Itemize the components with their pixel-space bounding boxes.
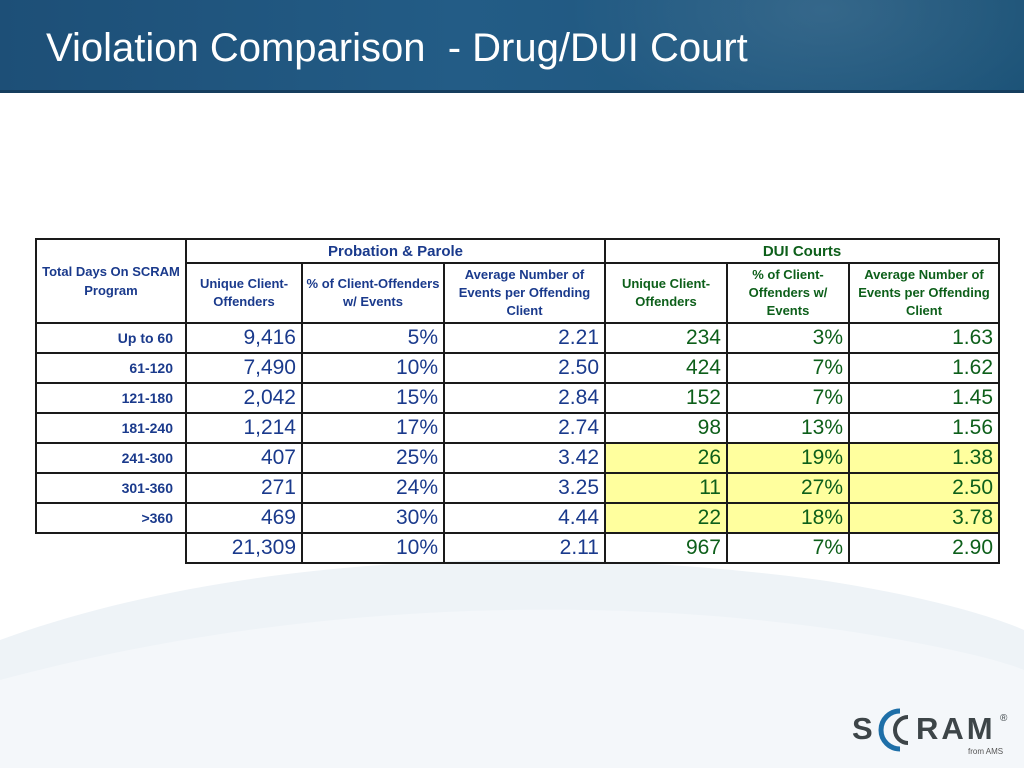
- table-row: >360 469 30% 4.44 22 18% 3.78: [35, 502, 1000, 534]
- cell-dui-unique: 234: [604, 322, 728, 354]
- col-header-probation-unique: Unique Client-Offenders: [185, 262, 303, 324]
- cell-dui-avg: 2.50: [848, 472, 1000, 504]
- cell-dui-unique: 152: [604, 382, 728, 414]
- table-body: Total Days On SCRAM Program Probation & …: [35, 238, 1000, 564]
- cell-probation-pct: 17%: [301, 412, 445, 444]
- col-header-probation-pct: % of Client-Offenders w/ Events: [301, 262, 445, 324]
- cell-dui-unique: 98: [604, 412, 728, 444]
- row-label: >360: [35, 502, 187, 534]
- cell-dui-pct: 7%: [726, 382, 850, 414]
- total-probation-pct: 10%: [301, 532, 445, 564]
- cell-probation-avg: 4.44: [443, 502, 606, 534]
- row-label: 61-120: [35, 352, 187, 384]
- totals-label-blank: [36, 532, 187, 563]
- cell-probation-avg: 2.84: [443, 382, 606, 414]
- table-row: Up to 60 9,416 5% 2.21 234 3% 1.63: [35, 322, 1000, 354]
- violation-comparison-table: Total Days On SCRAM Program Probation & …: [35, 238, 1000, 564]
- cell-probation-unique: 271: [185, 472, 303, 504]
- total-dui-unique: 967: [604, 532, 728, 564]
- cell-probation-unique: 7,490: [185, 352, 303, 384]
- cell-probation-pct: 30%: [301, 502, 445, 534]
- title-bar-rule: [0, 90, 1024, 93]
- group-header-dui: DUI Courts: [604, 238, 1000, 264]
- table-row: 241-300 407 25% 3.42 26 19% 1.38: [35, 442, 1000, 474]
- title-bar: Violation Comparison - Drug/DUI Court: [0, 0, 1024, 93]
- cell-dui-pct: 18%: [726, 502, 850, 534]
- cell-probation-unique: 1,214: [185, 412, 303, 444]
- cell-probation-avg: 2.74: [443, 412, 606, 444]
- cell-probation-pct: 5%: [301, 322, 445, 354]
- scram-logo: S RAM ® from AMS: [852, 707, 1012, 759]
- cell-probation-pct: 15%: [301, 382, 445, 414]
- cell-dui-pct: 27%: [726, 472, 850, 504]
- row-label: 301-360: [35, 472, 187, 504]
- total-probation-unique: 21,309: [185, 532, 303, 564]
- col-header-dui-unique: Unique Client-Offenders: [604, 262, 728, 324]
- logo-registered: ®: [1000, 713, 1008, 724]
- cell-probation-avg: 3.25: [443, 472, 606, 504]
- total-dui-avg: 2.90: [848, 532, 1000, 564]
- group-header-probation: Probation & Parole: [185, 238, 606, 264]
- cell-probation-pct: 10%: [301, 352, 445, 384]
- table-row: 121-180 2,042 15% 2.84 152 7% 1.45: [35, 382, 1000, 414]
- logo-letter-s: S: [852, 711, 876, 746]
- cell-probation-avg: 2.50: [443, 352, 606, 384]
- col-header-dui-avg: Average Number of Events per Offending C…: [848, 262, 1000, 324]
- title-bar-sheen: [564, 0, 1024, 93]
- cell-dui-unique: 11: [604, 472, 728, 504]
- total-dui-pct: 7%: [726, 532, 850, 564]
- cell-probation-unique: 9,416: [185, 322, 303, 354]
- row-label: 181-240: [35, 412, 187, 444]
- col-header-probation-avg: Average Number of Events per Offending C…: [443, 262, 606, 324]
- cell-probation-pct: 25%: [301, 442, 445, 474]
- cell-probation-avg: 3.42: [443, 442, 606, 474]
- cell-dui-pct: 7%: [726, 352, 850, 384]
- row-label: 241-300: [35, 442, 187, 474]
- cell-probation-unique: 407: [185, 442, 303, 474]
- cell-dui-avg: 1.45: [848, 382, 1000, 414]
- row-label: 121-180: [35, 382, 187, 414]
- table-row: 181-240 1,214 17% 2.74 98 13% 1.56: [35, 412, 1000, 444]
- cell-probation-avg: 2.21: [443, 322, 606, 354]
- cell-probation-unique: 469: [185, 502, 303, 534]
- totals-row: 21,309 10% 2.11 967 7% 2.90: [36, 532, 1000, 564]
- corner-header: Total Days On SCRAM Program: [35, 238, 187, 324]
- cell-dui-unique: 26: [604, 442, 728, 474]
- logo-tagline: from AMS: [968, 747, 1004, 756]
- cell-probation-pct: 24%: [301, 472, 445, 504]
- col-header-dui-pct: % of Client-Offenders w/ Events: [726, 262, 850, 324]
- background-swoosh: [0, 560, 1024, 768]
- slide-title: Violation Comparison - Drug/DUI Court: [46, 26, 748, 70]
- cell-dui-unique: 22: [604, 502, 728, 534]
- cell-dui-unique: 424: [604, 352, 728, 384]
- cell-dui-pct: 13%: [726, 412, 850, 444]
- cell-dui-avg: 1.38: [848, 442, 1000, 474]
- cell-probation-unique: 2,042: [185, 382, 303, 414]
- logo-word-ram: RAM: [916, 711, 996, 746]
- cell-dui-avg: 1.63: [848, 322, 1000, 354]
- cell-dui-avg: 1.56: [848, 412, 1000, 444]
- column-header-row: Unique Client-Offenders % of Client-Offe…: [36, 262, 1000, 324]
- logo-signal-icon: [878, 708, 909, 752]
- total-probation-avg: 2.11: [443, 532, 606, 564]
- group-header-row: Total Days On SCRAM Program Probation & …: [35, 238, 1000, 324]
- row-label: Up to 60: [35, 322, 187, 354]
- table-row: 301-360 271 24% 3.25 11 27% 2.50: [35, 472, 1000, 504]
- cell-dui-pct: 3%: [726, 322, 850, 354]
- table-row: 61-120 7,490 10% 2.50 424 7% 1.62: [35, 352, 1000, 384]
- cell-dui-avg: 1.62: [848, 352, 1000, 384]
- cell-dui-pct: 19%: [726, 442, 850, 474]
- cell-dui-avg: 3.78: [848, 502, 1000, 534]
